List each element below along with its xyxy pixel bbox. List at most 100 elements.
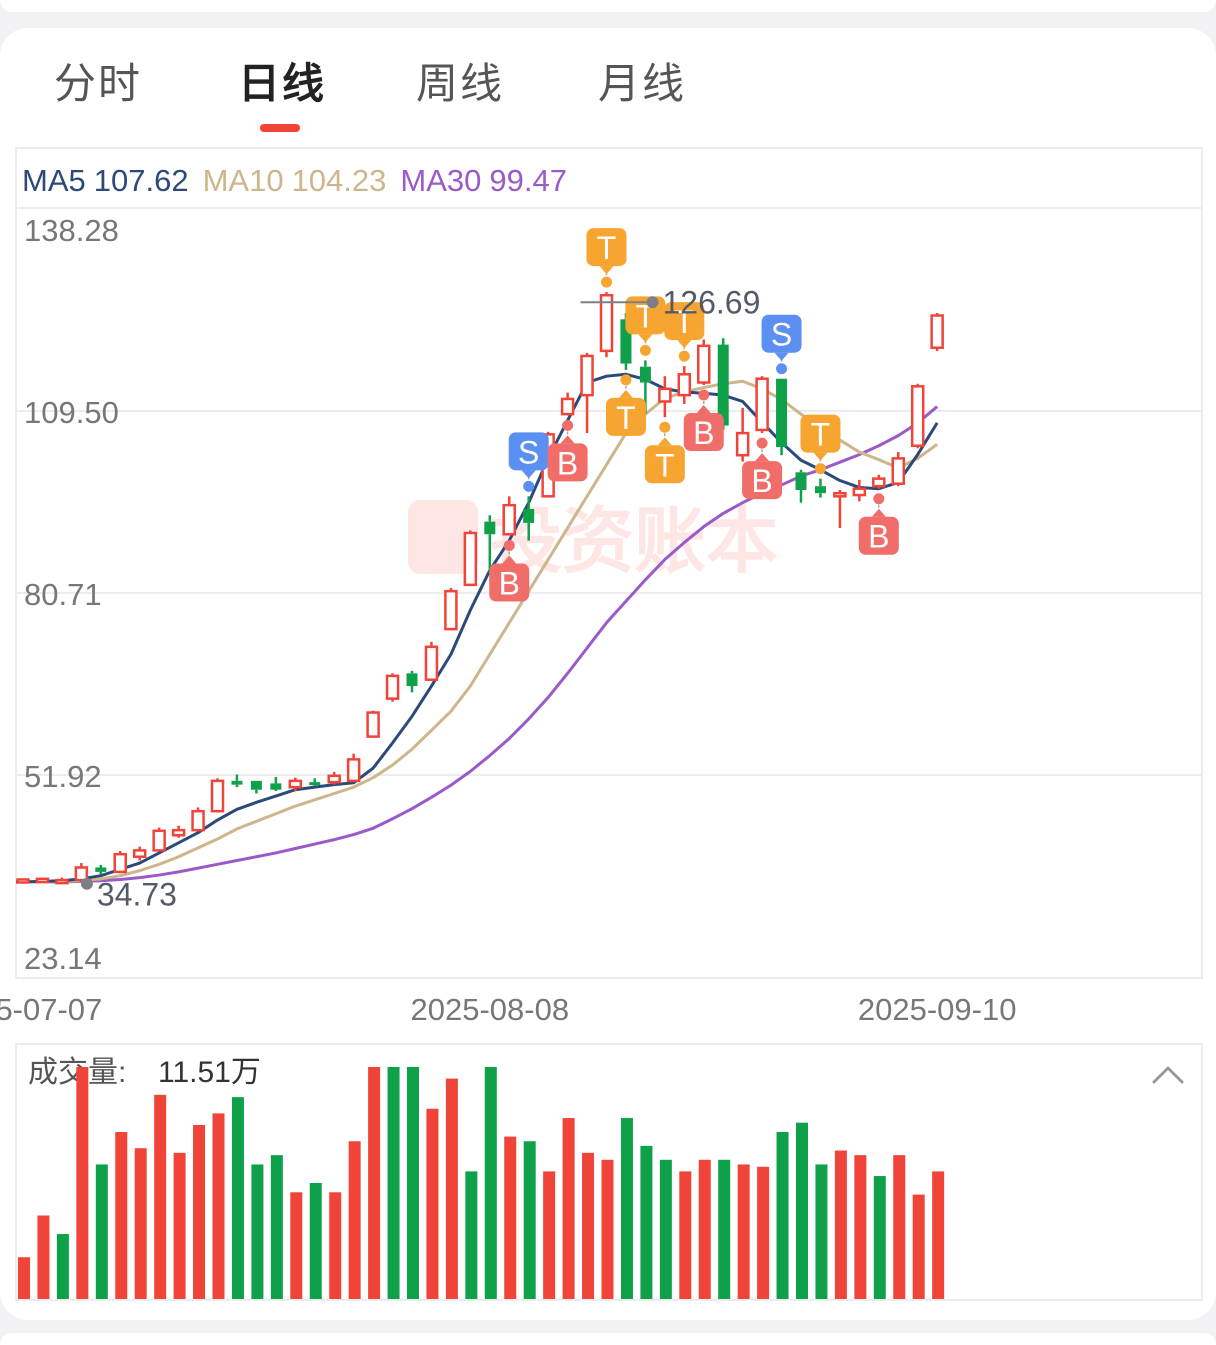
candle-body bbox=[795, 472, 807, 491]
collapse-chevron-icon[interactable] bbox=[1152, 1066, 1184, 1084]
ma5-label: MA5 bbox=[22, 163, 86, 198]
y-tick-label: 23.14 bbox=[24, 941, 102, 976]
volume-bar bbox=[368, 1067, 381, 1299]
volume-bar bbox=[854, 1155, 867, 1299]
signal-t-badge: T bbox=[605, 374, 646, 436]
signal-box bbox=[586, 228, 627, 267]
volume-bar bbox=[173, 1152, 186, 1299]
candle bbox=[523, 496, 535, 541]
candle bbox=[191, 807, 205, 832]
candle bbox=[55, 877, 69, 885]
candle-body bbox=[852, 487, 867, 497]
volume-bar bbox=[212, 1113, 225, 1299]
signal-letter: T bbox=[597, 230, 617, 266]
candle bbox=[872, 474, 886, 489]
candle bbox=[424, 641, 439, 681]
ma30-line bbox=[16, 405, 939, 884]
volume-bar bbox=[95, 1164, 108, 1299]
candle-body bbox=[327, 774, 341, 784]
candle bbox=[132, 846, 147, 861]
candle bbox=[502, 496, 516, 536]
signal-b-badge: B bbox=[858, 493, 899, 555]
high-marker-dot bbox=[646, 296, 659, 309]
tab-weekly[interactable]: 周线 bbox=[416, 59, 505, 108]
candle bbox=[250, 780, 262, 794]
candle-body bbox=[484, 521, 496, 535]
volume-bar bbox=[815, 1164, 828, 1299]
candle bbox=[560, 392, 575, 416]
signal-s-badge: S bbox=[508, 432, 549, 492]
volume-bar bbox=[309, 1183, 322, 1299]
candle-body bbox=[463, 531, 478, 587]
ma30-label: MA30 bbox=[400, 163, 481, 198]
candle-body bbox=[620, 319, 632, 364]
signal-dot bbox=[873, 493, 885, 505]
candle bbox=[444, 588, 458, 631]
signal-box bbox=[800, 414, 841, 453]
tab-daily[interactable]: 日线 bbox=[238, 59, 327, 108]
signal-letter: T bbox=[675, 304, 695, 340]
signal-pointer bbox=[871, 508, 886, 517]
volume-bar bbox=[582, 1152, 595, 1299]
volume-bar bbox=[290, 1192, 303, 1299]
signal-dot bbox=[601, 276, 612, 288]
signal-s-badge: S bbox=[761, 314, 802, 375]
candle bbox=[152, 827, 166, 852]
signal-pointer bbox=[813, 452, 828, 461]
volume-bar bbox=[893, 1155, 906, 1299]
signal-letter: S bbox=[518, 434, 539, 470]
candle-body bbox=[424, 645, 439, 681]
ma5-value: 107.62 bbox=[94, 163, 189, 198]
signal-pointer bbox=[502, 555, 517, 564]
signal-box bbox=[858, 516, 899, 555]
signal-box bbox=[644, 445, 685, 484]
candle-body bbox=[346, 758, 361, 783]
candle-body bbox=[639, 366, 651, 383]
candle bbox=[35, 877, 50, 884]
signal-t-badge: T bbox=[800, 414, 841, 475]
volume-bar bbox=[620, 1118, 633, 1299]
tab-monthly[interactable]: 月线 bbox=[598, 59, 687, 108]
watermark-logo-icon bbox=[408, 500, 478, 574]
bottom-strip bbox=[0, 1333, 1216, 1345]
low-marker-label: 34.73 bbox=[97, 877, 177, 913]
candle-body bbox=[814, 486, 826, 494]
active-tab-indicator bbox=[260, 124, 300, 132]
volume-bar bbox=[193, 1125, 206, 1299]
volume-bar bbox=[37, 1215, 50, 1299]
signal-pointer bbox=[657, 437, 672, 446]
signal-t-badge: T bbox=[644, 421, 685, 484]
candle-body bbox=[599, 294, 614, 353]
signal-pointer bbox=[774, 352, 789, 361]
signal-box bbox=[605, 397, 646, 436]
candle bbox=[288, 777, 303, 791]
signal-box bbox=[683, 413, 724, 452]
signal-pointer bbox=[599, 266, 614, 275]
signal-pointer bbox=[696, 405, 711, 414]
volume-bar bbox=[348, 1141, 361, 1299]
volume-bar bbox=[484, 1067, 497, 1299]
signal-dot bbox=[659, 421, 671, 433]
price-chart-frame bbox=[15, 147, 1203, 979]
candle bbox=[327, 771, 341, 785]
candle-body bbox=[891, 457, 905, 485]
tab-intraday[interactable]: 分时 bbox=[54, 59, 143, 108]
ma-legend: MA5 107.62 MA10 104.23 MA30 99.47 bbox=[22, 163, 567, 198]
candle bbox=[346, 753, 361, 783]
signal-letter: B bbox=[693, 415, 714, 451]
signal-box bbox=[742, 461, 783, 500]
candle-body bbox=[833, 491, 847, 498]
volume-bar bbox=[329, 1192, 342, 1299]
candle bbox=[270, 777, 282, 791]
ma10-label: MA10 bbox=[203, 163, 284, 198]
candle-body bbox=[55, 878, 69, 885]
ma10-value: 104.23 bbox=[292, 163, 387, 198]
signal-pointer bbox=[677, 340, 692, 349]
candle-body bbox=[171, 828, 186, 837]
low-marker-dot bbox=[80, 877, 93, 890]
candle-body bbox=[309, 782, 321, 786]
candle-body bbox=[366, 711, 380, 738]
signal-b-badge: B bbox=[489, 540, 530, 602]
volume-bar bbox=[231, 1097, 244, 1299]
